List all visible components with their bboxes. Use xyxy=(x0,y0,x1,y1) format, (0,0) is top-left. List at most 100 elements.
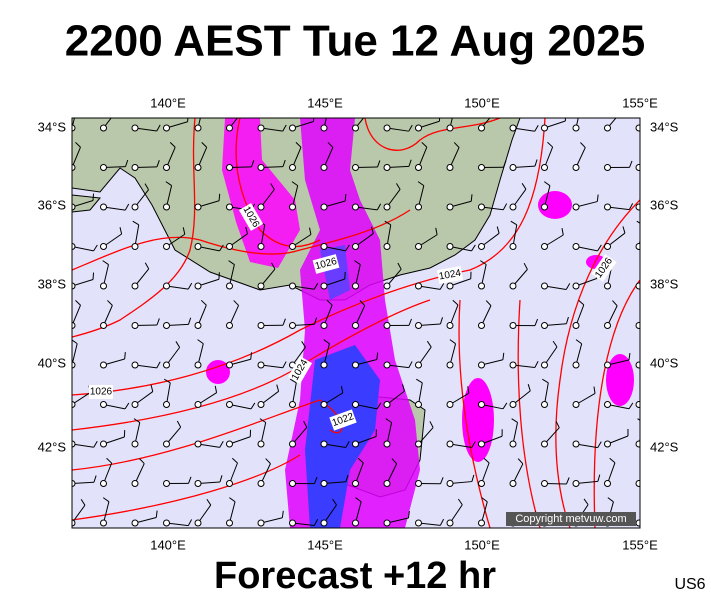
wind-barb-flag xyxy=(156,361,161,369)
wind-barb xyxy=(575,246,598,252)
wind-barb xyxy=(197,443,220,448)
wind-barb-flag xyxy=(457,498,463,506)
wind-barb-flag xyxy=(276,384,280,392)
wind-barb-flag xyxy=(485,300,492,306)
wind-barb xyxy=(197,343,204,366)
wind-barb-flag xyxy=(163,378,171,384)
wind-station xyxy=(478,480,485,487)
wind-barb-flag xyxy=(332,498,337,506)
wind-station xyxy=(100,361,107,369)
wind-barb-flag xyxy=(565,316,569,324)
wind-barb xyxy=(229,404,252,410)
wind-barb-flag xyxy=(107,300,113,306)
wind-station xyxy=(257,124,265,132)
wind-station xyxy=(383,401,391,408)
wind-station xyxy=(415,480,422,487)
wind-station xyxy=(541,282,548,290)
wind-station xyxy=(383,124,391,132)
wind-station xyxy=(163,480,170,487)
wind-barb-flag xyxy=(429,421,434,428)
wind-barb-flag xyxy=(355,497,362,503)
wind-station xyxy=(320,322,328,329)
wind-station xyxy=(289,480,296,487)
wind-barb-flag xyxy=(566,477,570,485)
wind-barb xyxy=(260,517,283,524)
wind-barb-flag xyxy=(395,183,401,190)
map-frame xyxy=(71,117,641,529)
wind-barb-flag xyxy=(384,220,392,226)
wind-station xyxy=(635,361,640,369)
wind-barb-flag xyxy=(155,510,158,518)
wind-barb-flag xyxy=(407,511,410,519)
wind-barb-flag xyxy=(176,420,182,428)
wind-barb-flag xyxy=(282,361,287,368)
wind-barb xyxy=(418,146,428,168)
wind-station xyxy=(446,124,454,132)
wind-barb xyxy=(103,233,122,247)
wind-barb xyxy=(103,118,112,129)
wind-station xyxy=(289,440,296,448)
wind-barb xyxy=(229,305,240,326)
wind-barb-flag xyxy=(124,351,126,360)
rain-cell xyxy=(606,354,634,406)
wind-barb-flag xyxy=(449,339,456,345)
wind-barb xyxy=(229,166,252,168)
wind-barb xyxy=(544,323,567,326)
wind-barb-flag xyxy=(359,300,366,306)
wind-station xyxy=(352,401,359,408)
wind-barb xyxy=(103,501,110,524)
wind-station xyxy=(572,124,580,132)
wind-station xyxy=(226,203,233,211)
wind-barb-flag xyxy=(402,384,405,392)
wind-barb-flag xyxy=(376,203,382,211)
wind-station xyxy=(509,361,517,369)
wind-station xyxy=(604,322,611,329)
wind-barb xyxy=(418,120,440,129)
wind-station xyxy=(478,519,485,527)
wind-barb xyxy=(197,392,217,405)
wind-barb-flag xyxy=(93,440,98,448)
wind-barb xyxy=(449,147,460,168)
wind-barb-flag xyxy=(575,103,581,107)
wind-station xyxy=(383,282,391,290)
wind-barb xyxy=(323,200,346,208)
wind-barb-flag xyxy=(597,474,601,482)
wind-barb xyxy=(575,443,598,449)
wind-barb-flag xyxy=(282,124,287,132)
wind-barb xyxy=(166,426,182,445)
wind-station xyxy=(194,203,202,211)
wind-barb-flag xyxy=(139,458,145,464)
wind-station xyxy=(320,203,328,211)
wind-barb xyxy=(229,233,248,247)
wind-barb xyxy=(418,234,438,247)
wind-barb xyxy=(72,246,94,252)
wind-station xyxy=(289,322,296,329)
wind-station xyxy=(226,282,233,290)
wind-barb-flag xyxy=(345,441,350,448)
wind-barb-flag xyxy=(206,498,212,506)
wind-barb-flag xyxy=(309,227,312,235)
isobar-label: 1024 xyxy=(438,268,462,283)
wind-barb-flag xyxy=(125,159,129,167)
wind-station xyxy=(131,203,139,211)
wind-barb-flag xyxy=(271,262,276,270)
wind-barb xyxy=(607,462,616,484)
wind-barb xyxy=(355,359,377,366)
lat-label: 40°S xyxy=(650,355,679,370)
wind-station xyxy=(226,401,233,408)
wind-station xyxy=(352,440,359,448)
wind-station xyxy=(257,322,265,329)
wind-barb xyxy=(166,185,173,208)
wind-barb-flag xyxy=(555,421,560,428)
wind-barb xyxy=(386,463,398,484)
title: 2200 AEST Tue 12 Aug 2025 xyxy=(65,17,645,66)
wind-barb xyxy=(355,462,364,484)
wind-barb xyxy=(72,504,86,524)
wind-barb xyxy=(481,305,492,326)
wind-station xyxy=(352,124,359,132)
wind-station xyxy=(289,124,296,132)
wind-barb-flag xyxy=(132,220,139,226)
wind-barb xyxy=(197,304,207,326)
wind-barb-flag xyxy=(552,340,558,348)
wind-station xyxy=(131,282,139,290)
